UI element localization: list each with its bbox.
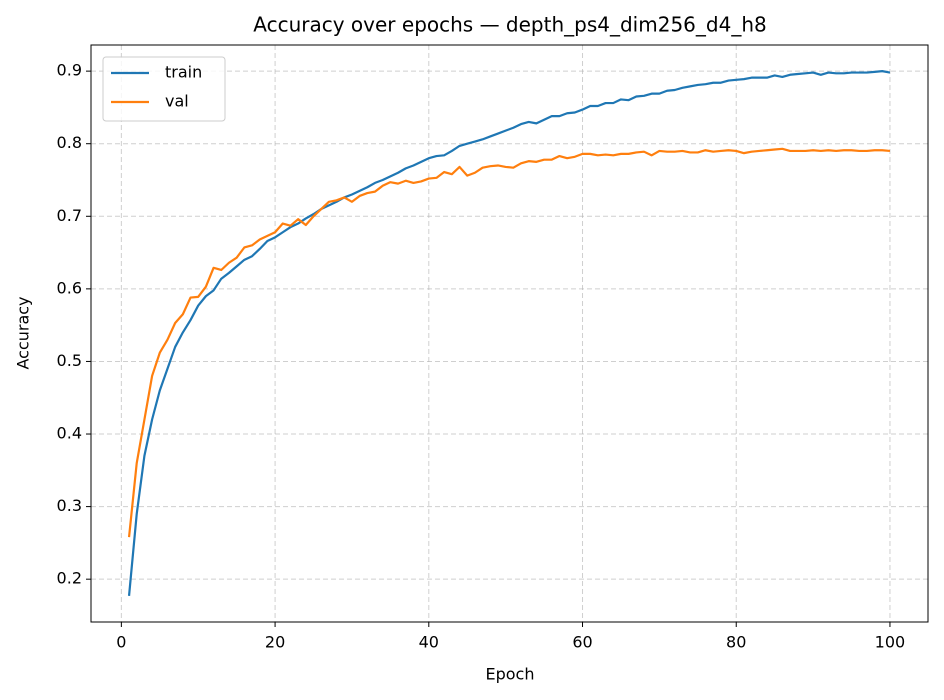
y-tick-label: 0.2 xyxy=(57,569,82,588)
y-axis-label: Accuracy xyxy=(14,296,33,369)
x-tick-label: 60 xyxy=(572,633,592,652)
plot-frame xyxy=(90,44,929,623)
x-axis-label: Epoch xyxy=(486,665,535,684)
x-tick-label: 100 xyxy=(875,633,906,652)
y-tick-label: 0.6 xyxy=(57,278,82,297)
legend-box xyxy=(102,56,226,122)
x-tick-label: 0 xyxy=(116,633,126,652)
x-tick-label: 20 xyxy=(265,633,285,652)
y-tick-label: 0.8 xyxy=(57,133,82,152)
chart-title: Accuracy over epochs — depth_ps4_dim256_… xyxy=(253,13,766,37)
y-tick-label: 0.9 xyxy=(57,61,82,80)
x-tick-label: 40 xyxy=(419,633,439,652)
y-tick-label: 0.5 xyxy=(57,351,82,370)
x-tick-label: 80 xyxy=(726,633,746,652)
y-tick-label: 0.4 xyxy=(57,424,82,443)
y-tick-label: 0.7 xyxy=(57,206,82,225)
legend-label: val xyxy=(165,92,189,111)
series-line xyxy=(127,70,891,596)
legend-label: train xyxy=(165,63,202,82)
y-tick-label: 0.3 xyxy=(57,496,82,515)
series-line xyxy=(127,147,891,538)
legend: train val xyxy=(102,56,226,122)
